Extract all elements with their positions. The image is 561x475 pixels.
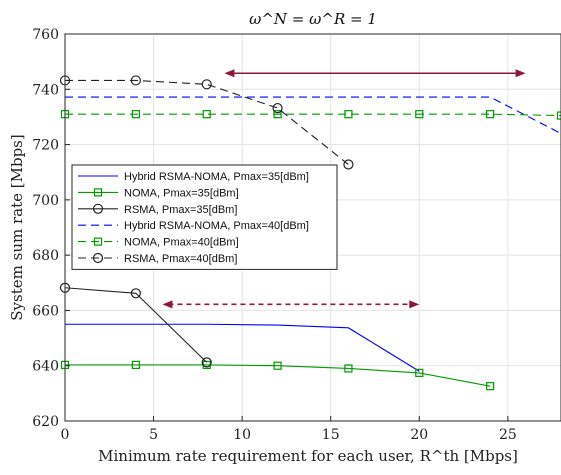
data-point-marker	[273, 361, 282, 370]
data-point-marker	[415, 110, 424, 119]
series-5	[59, 75, 354, 170]
data-point-marker	[415, 368, 424, 378]
ticks: 0 5 10 15 20 25 620 640 660 680 700 720 740 760	[32, 27, 517, 443]
annotation-arrow-head	[162, 300, 173, 309]
y-tick-label: 720	[32, 138, 59, 154]
x-tick-label: 0	[61, 427, 70, 443]
annotation-arrow-head	[409, 300, 420, 309]
series-line	[65, 96, 561, 135]
data-point-marker	[131, 110, 140, 119]
data-point-marker	[202, 110, 211, 119]
data-point-marker	[273, 110, 282, 119]
legend: Hybrid RSMA-NOMA, Pmax=35[dBm] NOMA, Pmax…	[71, 164, 338, 270]
data-point-marker	[201, 357, 212, 368]
chart-title: ω^N = ω^R = 1	[249, 10, 377, 28]
x-axis-label: Minimum rate requirement for each user, …	[98, 447, 518, 465]
data-point-marker	[556, 111, 561, 120]
legend-item: NOMA, Pmax=40[dBm]	[78, 237, 239, 249]
legend-item: Hybrid RSMA-NOMA, Pmax=40[dBm]	[78, 220, 309, 232]
data-point-marker	[130, 75, 141, 86]
x-tick-label: 25	[499, 427, 517, 443]
x-tick-label: 15	[322, 427, 340, 443]
series-2	[59, 282, 212, 368]
series-3	[65, 96, 561, 135]
annotation-arrow	[224, 69, 526, 78]
data-point-marker	[93, 188, 103, 197]
data-point-marker	[131, 360, 140, 369]
y-tick-label: 740	[32, 82, 59, 98]
legend-box	[71, 164, 338, 270]
data-point-marker	[344, 364, 353, 373]
x-tick-label: 20	[410, 427, 428, 443]
series-line	[65, 113, 561, 117]
annotations	[162, 69, 526, 309]
y-tick-label: 660	[32, 303, 59, 319]
y-tick-label: 700	[32, 193, 59, 209]
legend-label: RSMA, Pmax=40[dBm]	[124, 253, 237, 265]
data-point-marker	[92, 203, 104, 214]
annotation-arrow-head	[224, 69, 235, 78]
data-point-marker	[130, 288, 141, 299]
y-tick-label: 760	[32, 27, 59, 43]
data-point-marker	[93, 237, 103, 246]
legend-label: RSMA, Pmax=35[dBm]	[124, 204, 237, 216]
y-tick-label: 640	[32, 359, 59, 375]
plot-frame	[64, 33, 561, 422]
series-line	[65, 79, 349, 165]
series-line	[65, 364, 491, 387]
data-point-marker	[343, 159, 354, 170]
series-line	[65, 323, 420, 372]
series-0	[65, 323, 420, 372]
legend-item: Hybrid RSMA-NOMA, Pmax=35[dBm]	[78, 171, 309, 183]
legend-item: RSMA, Pmax=40[dBm]	[78, 252, 237, 265]
legend-label: Hybrid RSMA-NOMA, Pmax=35[dBm]	[124, 171, 309, 183]
data-point-marker	[486, 382, 495, 391]
legend-label: NOMA, Pmax=40[dBm]	[124, 237, 239, 249]
data-point-marker	[486, 110, 495, 119]
legend-label: NOMA, Pmax=35[dBm]	[124, 187, 239, 199]
data-point-marker	[201, 79, 212, 90]
y-tick-label: 680	[32, 248, 59, 264]
data-point-marker	[272, 102, 283, 114]
legend-item: NOMA, Pmax=35[dBm]	[78, 187, 239, 199]
data-point-marker	[344, 110, 353, 119]
y-axis-label: System sum rate [Mbps]	[8, 134, 26, 320]
y-tick-label: 620	[32, 414, 59, 430]
series-line	[64, 287, 208, 363]
annotation-arrow-head	[515, 69, 526, 78]
legend-label: Hybrid RSMA-NOMA, Pmax=40[dBm]	[124, 220, 309, 232]
annotation-arrow	[162, 300, 420, 309]
data-point-marker	[92, 252, 104, 264]
x-tick-label: 5	[149, 427, 158, 443]
legend-item: RSMA, Pmax=35[dBm]	[78, 203, 237, 216]
x-tick-label: 10	[233, 427, 251, 443]
series-4	[60, 110, 561, 120]
